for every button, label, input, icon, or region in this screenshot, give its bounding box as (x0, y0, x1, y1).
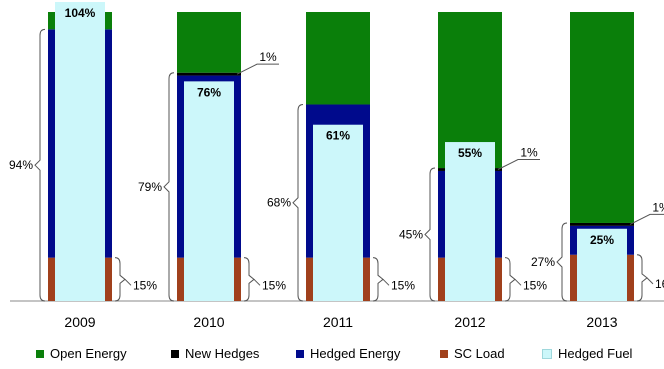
hedged-fuel-label: 61% (326, 129, 350, 143)
x-tick-label: 2010 (193, 314, 224, 330)
sc-load-brace (243, 257, 255, 302)
bar-hedged-fuel (313, 124, 363, 302)
new-hedges-leader (497, 159, 540, 170)
legend-item-new-hedges: New Hedges (171, 346, 259, 361)
legend-item-hedged-energy: Hedged Energy (296, 346, 400, 361)
hedged-fuel-label: 55% (458, 146, 482, 160)
sc-load-label: 15% (391, 278, 415, 292)
legend-label: Hedged Energy (310, 346, 401, 361)
hedged-fuel-swatch (542, 348, 552, 359)
legend-item-open-energy: Open Energy (36, 346, 127, 361)
new-hedges-label: 1% (652, 200, 664, 214)
bar-hedged-fuel (55, 2, 105, 301)
hedged-total-brace (556, 222, 568, 302)
hedged-fuel-label: 104% (65, 6, 96, 20)
stacked-bar-chart: 104% 76% 61% 55% 25% 94% 15% 79% 15% 1% 68% 15% 45%… (9, 2, 664, 330)
new-hedges-swatch (171, 349, 179, 358)
bar-open-energy (177, 12, 241, 73)
new-hedges-leader (629, 213, 664, 225)
x-tick-label: 2009 (64, 314, 95, 330)
legend-label: Hedged Fuel (558, 346, 633, 361)
x-tick-label: 2013 (586, 314, 617, 330)
sc-load-label: 16% (655, 277, 664, 291)
new-hedges-label: 1% (520, 146, 538, 160)
sc-load-brace (504, 257, 516, 302)
bar-open-energy (306, 12, 370, 105)
legend-label: SC Load (454, 346, 505, 361)
x-tick-label: 2011 (323, 314, 353, 330)
sc-load-leader (514, 278, 522, 286)
hedged-total-label: 27% (531, 255, 555, 269)
open-energy-swatch (36, 349, 44, 358)
bar-open-energy (570, 12, 634, 223)
bar-new-hedges (177, 72, 241, 76)
bar-new-hedges (570, 222, 634, 226)
legend-item-hedged-fuel: Hedged Fuel (542, 346, 632, 361)
hedged-fuel-label: 76% (197, 85, 221, 99)
sc-load-label: 15% (262, 278, 286, 292)
legend-label: Open Energy (50, 346, 127, 361)
hedged-energy-swatch (296, 349, 304, 358)
new-hedges-label: 1% (259, 50, 277, 64)
x-tick-label: 2012 (454, 314, 485, 330)
hedged-total-label: 94% (9, 158, 33, 172)
hedged-total-label: 45% (399, 228, 423, 242)
x-tick-labels: 2009 2010 2011 2012 2013 (64, 314, 617, 330)
bar-hedged-fuel (445, 142, 495, 301)
new-hedges-leader (236, 63, 279, 75)
hedged-fuel-label: 25% (590, 233, 614, 247)
sc-load-leader (253, 278, 261, 286)
hedged-total-label: 68% (267, 196, 291, 210)
sc-load-brace (636, 254, 648, 302)
legend: Open Energy New Hedges Hedged Energy SC … (0, 340, 664, 366)
sc-load-leader (382, 278, 390, 286)
legend-label: New Hedges (185, 346, 260, 361)
hedged-total-brace (292, 103, 304, 302)
bar-hedged-fuel (184, 81, 234, 301)
hedged-total-brace (163, 72, 175, 302)
hedged-total-brace (424, 167, 436, 302)
sc-load-swatch (440, 349, 448, 358)
sc-load-leader (646, 277, 654, 285)
annotations-layer: 94% 15% 79% 15% 1% 68% 15% 45% 15% 1% 27% 16% 1% (9, 28, 664, 302)
legend-item-sc-load: SC Load (440, 346, 505, 361)
sc-load-brace (372, 257, 384, 302)
sc-load-leader (124, 278, 132, 286)
bar-hedged-fuel (577, 228, 627, 301)
sc-load-label: 15% (523, 278, 547, 292)
hedged-total-brace (34, 28, 46, 302)
hedged-total-label: 79% (138, 180, 162, 194)
sc-load-label: 15% (133, 278, 157, 292)
bars-layer: 104% 76% 61% 55% 25% (48, 2, 634, 302)
sc-load-brace (114, 257, 126, 302)
